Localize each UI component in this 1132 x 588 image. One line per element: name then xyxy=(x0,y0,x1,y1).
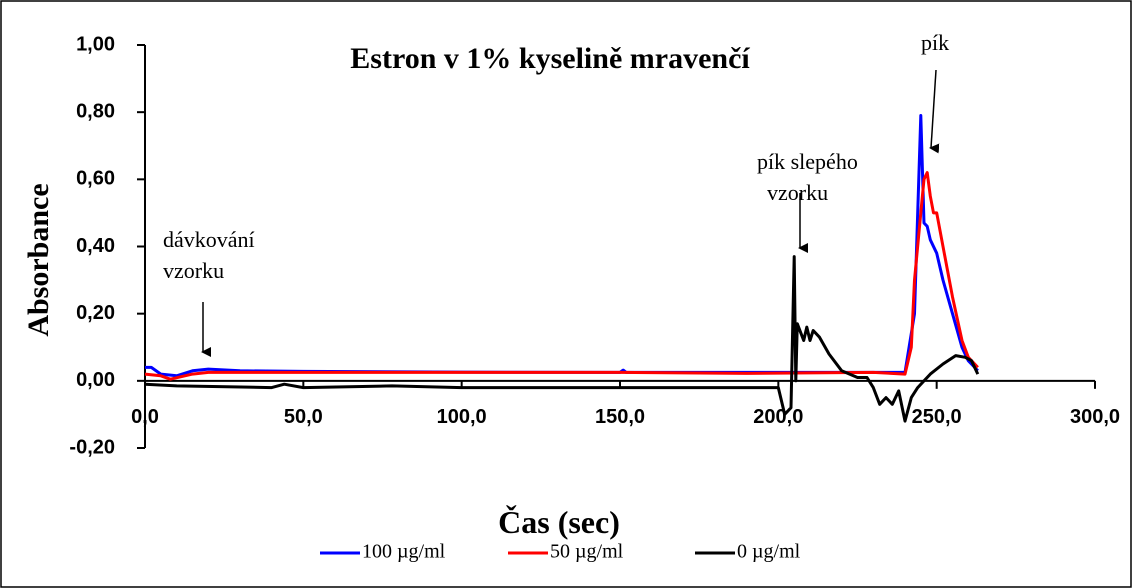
annotation: vzorku xyxy=(767,180,828,205)
y-tick-label: -0,20 xyxy=(69,436,115,458)
x-tick-label: 300,0 xyxy=(1070,406,1120,428)
y-tick-label: 0,00 xyxy=(76,369,115,391)
y-tick-label: 1,00 xyxy=(76,33,115,55)
y-tick-label: 0,40 xyxy=(76,235,115,257)
x-tick-label: 200,0 xyxy=(753,406,803,428)
y-tick-label: 0,80 xyxy=(76,100,115,122)
annotation: pík slepého xyxy=(757,149,858,174)
x-tick-label: 150,0 xyxy=(595,406,645,428)
arrow xyxy=(929,69,940,154)
y-axis-title: Absorbance xyxy=(22,183,55,336)
annotation: pík xyxy=(921,30,949,55)
legend-label: 0 µg/ml xyxy=(737,541,801,563)
legend-label: 100 µg/ml xyxy=(362,541,446,563)
x-tick-label: 250,0 xyxy=(912,406,962,428)
x-tick-label: 50,0 xyxy=(284,406,323,428)
x-tick-label: 0,0 xyxy=(131,406,159,428)
x-axis-title: Čas (sec) xyxy=(498,504,620,540)
y-tick-label: 0,60 xyxy=(76,168,115,190)
annotation: vzorku xyxy=(163,258,224,283)
annotation: dávkování xyxy=(163,227,255,252)
y-tick-label: 0,20 xyxy=(76,302,115,324)
series-line xyxy=(144,255,980,423)
legend-label: 50 µg/ml xyxy=(550,541,624,563)
x-tick-label: 100,0 xyxy=(437,406,487,428)
chart-title: Estron v 1% kyselině mravenčí xyxy=(350,42,750,75)
series-line xyxy=(144,171,979,381)
